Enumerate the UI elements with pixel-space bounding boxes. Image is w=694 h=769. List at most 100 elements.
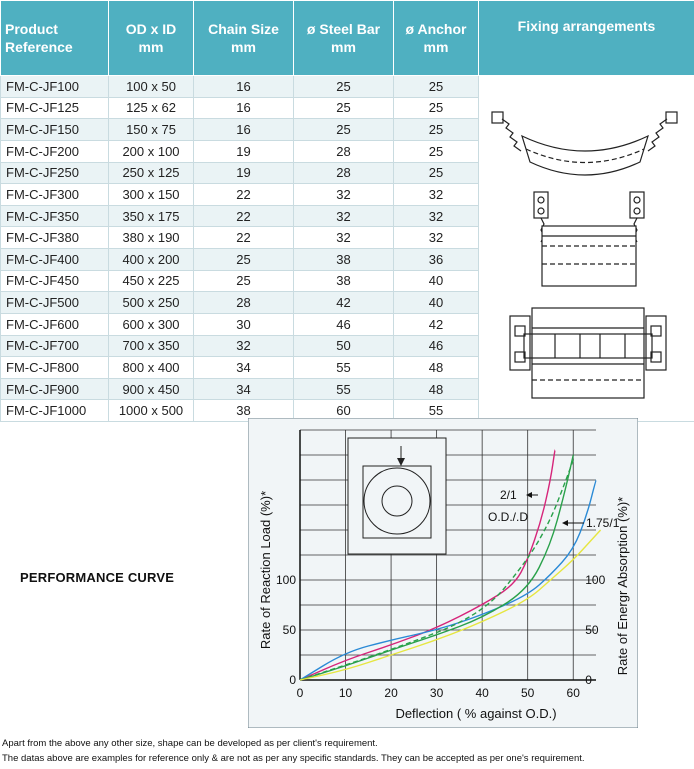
anchor-cell: 48 [393, 356, 479, 379]
od-id-cell: 1000 x 500 [108, 399, 194, 422]
header-chain-size: Chain Size mm [193, 0, 294, 76]
od-id-cell: 350 x 175 [108, 204, 194, 228]
product-reference-cell: FM-C-JF300 [0, 183, 109, 206]
x-tick-label: 30 [430, 686, 444, 700]
chain-size-cell: 22 [193, 183, 294, 206]
header-steel-bar: ø Steel Bar mm [293, 0, 394, 76]
series-line [299, 454, 574, 681]
od-id-cell: 400 x 200 [108, 248, 194, 271]
product-reference-cell: FM-C-JF380 [0, 226, 109, 249]
product-reference-cell: FM-C-JF1000 [0, 399, 109, 422]
table-header-row: Product Reference OD x ID mm Chain Size mm … [0, 0, 694, 76]
x-axis-label: Deflection ( % against O.D.) [395, 706, 556, 721]
chain-size-cell: 25 [193, 269, 294, 293]
steel-bar-cell: 32 [293, 204, 394, 228]
chain-size-cell: 16 [193, 75, 294, 98]
table-row: FM-C-JF400 400 x 200 25 38 36 [0, 248, 694, 271]
x-tick-label: 20 [384, 686, 398, 700]
chain-size-cell: 16 [193, 118, 294, 141]
anchor-cell: 42 [393, 312, 479, 336]
y-axis-label-right: Rate of Energr Absorption (%)* [615, 497, 630, 675]
steel-bar-cell: 50 [293, 334, 394, 358]
spec-table: Product Reference OD x ID mm Chain Size mm … [0, 0, 694, 422]
y-right-tick-label: 100 [585, 573, 605, 587]
annotation-ratio-2-1: 2/1 [500, 488, 517, 502]
chain-size-cell: 28 [193, 291, 294, 314]
series-line [299, 459, 574, 681]
anchor-cell: 25 [393, 96, 479, 120]
chart-series [299, 449, 602, 681]
product-reference-cell: FM-C-JF800 [0, 356, 109, 379]
x-tick-label: 40 [475, 686, 489, 700]
anchor-cell: 32 [393, 226, 479, 249]
od-id-cell: 125 x 62 [108, 96, 194, 120]
od-id-cell: 450 x 225 [108, 269, 194, 293]
x-tick-label: 60 [567, 686, 581, 700]
chain-size-cell: 34 [193, 356, 294, 379]
x-tick-label: 0 [297, 686, 304, 700]
product-reference-cell: FM-C-JF350 [0, 204, 109, 228]
anchor-cell: 40 [393, 269, 479, 293]
anchor-cell: 36 [393, 248, 479, 271]
od-id-cell: 600 x 300 [108, 312, 194, 336]
series-line [299, 529, 602, 681]
table-row: FM-C-JF800 800 x 400 34 55 48 [0, 356, 694, 379]
od-id-cell: 100 x 50 [108, 75, 194, 98]
od-id-cell: 300 x 150 [108, 183, 194, 206]
series-line [299, 479, 597, 681]
footnote-2: The datas above are examples for referen… [2, 753, 585, 764]
chain-size-cell: 22 [193, 226, 294, 249]
product-reference-cell: FM-C-JF450 [0, 269, 109, 293]
performance-chart: 0 10 20 30 40 50 60 0 50 100 0 50 100 2/1 O.D./.D 1.… [248, 418, 638, 728]
header-anchor: ø Anchor mm [393, 0, 479, 76]
od-id-cell: 380 x 190 [108, 226, 194, 249]
annotation-od-id: O.D./.D [488, 510, 528, 524]
product-reference-cell: FM-C-JF250 [0, 161, 109, 185]
anchor-cell: 25 [393, 75, 479, 98]
steel-bar-cell: 28 [293, 139, 394, 163]
product-reference-cell: FM-C-JF125 [0, 96, 109, 120]
od-id-cell: 250 x 125 [108, 161, 194, 185]
table-row: FM-C-JF380 380 x 190 22 32 32 [0, 226, 694, 249]
chain-size-cell: 38 [193, 399, 294, 422]
header-product-reference: Product Reference [0, 0, 109, 76]
od-id-cell: 150 x 75 [108, 118, 194, 141]
anchor-cell: 25 [393, 118, 479, 141]
anchor-cell: 32 [393, 183, 479, 206]
anchor-cell: 55 [393, 399, 479, 422]
od-id-cell: 500 x 250 [108, 291, 194, 314]
fixing-chain-hanging-diagram [490, 111, 678, 176]
table-row: FM-C-JF100 100 x 50 16 25 25 [0, 75, 694, 422]
product-reference-cell: FM-C-JF500 [0, 291, 109, 314]
table-row: FM-C-JF300 300 x 150 22 32 32 [0, 183, 694, 206]
table-row: FM-C-JF150 150 x 75 16 25 25 [0, 118, 694, 141]
steel-bar-cell: 42 [293, 291, 394, 314]
chain-size-cell: 25 [193, 248, 294, 271]
chain-size-cell: 22 [193, 204, 294, 228]
footnote-1: Apart from the above any other size, sha… [2, 738, 378, 749]
x-tick-label: 50 [521, 686, 535, 700]
anchor-cell: 25 [393, 161, 479, 185]
table-row: FM-C-JF350 350 x 175 22 32 32 [0, 204, 694, 228]
product-reference-cell: FM-C-JF600 [0, 312, 109, 336]
steel-bar-cell: 25 [293, 96, 394, 120]
od-id-cell: 700 x 350 [108, 334, 194, 358]
table-row: FM-C-JF900 900 x 450 34 55 48 [0, 377, 694, 401]
product-reference-cell: FM-C-JF700 [0, 334, 109, 358]
table-row: FM-C-JF500 500 x 250 28 42 40 [0, 291, 694, 314]
fixing-arrangements-cell [478, 75, 694, 422]
anchor-cell: 46 [393, 334, 479, 358]
chain-size-cell: 30 [193, 312, 294, 336]
header-od-id: OD x ID mm [108, 0, 194, 76]
steel-bar-cell: 28 [293, 161, 394, 185]
product-reference-cell: FM-C-JF900 [0, 377, 109, 401]
anchor-cell: 48 [393, 377, 479, 401]
table-row: FM-C-JF250 250 x 125 19 28 25 [0, 161, 694, 185]
od-id-cell: 200 x 100 [108, 139, 194, 163]
steel-bar-cell: 32 [293, 183, 394, 206]
steel-bar-cell: 32 [293, 226, 394, 249]
table-row: FM-C-JF200 200 x 100 19 28 25 [0, 139, 694, 163]
y-right-tick-label: 50 [585, 623, 599, 637]
steel-bar-cell: 46 [293, 312, 394, 336]
y-left-tick-label: 50 [283, 623, 297, 637]
